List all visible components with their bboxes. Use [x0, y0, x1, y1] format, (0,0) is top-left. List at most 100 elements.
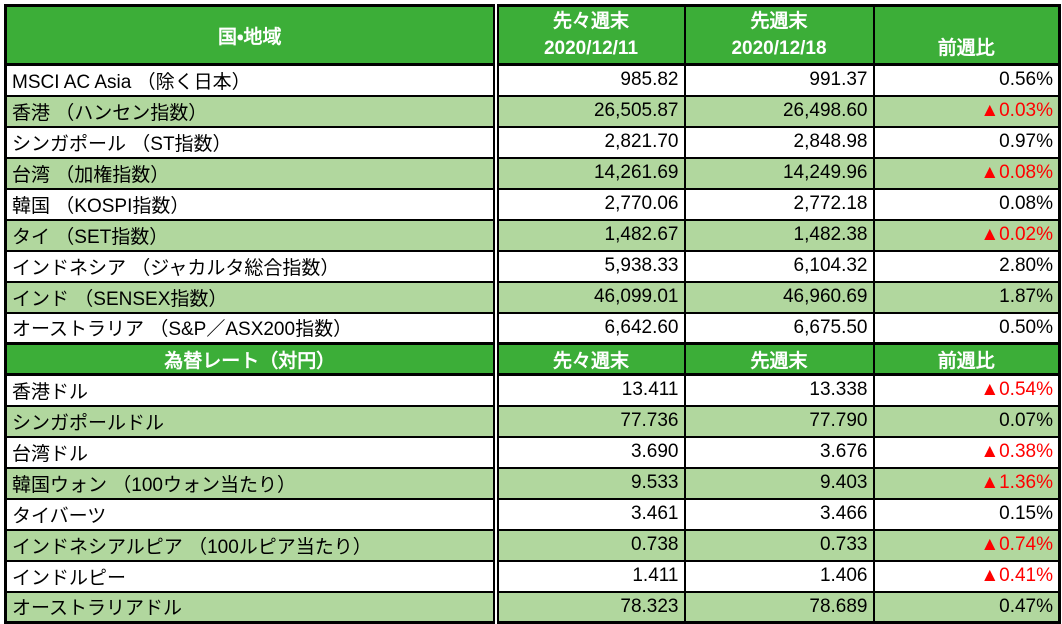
prev-week-value: 26,498.60 [683, 94, 875, 128]
wow-change-header: 前週比 [872, 4, 1061, 66]
prev2-week-value: 985.82 [492, 63, 686, 97]
wow-change-value: 1.87% [872, 280, 1061, 314]
table-row: 香港 （ハンセン指数） 26,505.87 26,498.60 ▲0.03% [4, 94, 1061, 128]
prev2-week-value: 0.738 [492, 528, 686, 562]
prev2-week-value: 5,938.33 [492, 249, 686, 283]
row-label: インドネシアルピア （100ルピア当たり） [4, 528, 497, 562]
prev2-week-value: 1.411 [492, 559, 686, 593]
prev2-week-value: 46,099.01 [492, 280, 686, 314]
prev2-week-value: 1,482.67 [492, 218, 686, 252]
table-row: インドネシアルピア （100ルピア当たり） 0.738 0.733 ▲0.74% [4, 528, 1061, 562]
country-region-header: 国・地域 [4, 4, 497, 66]
prev2-week-value: 78.323 [492, 590, 686, 624]
table-row: シンガポールドル 77.736 77.790 0.07% [4, 404, 1061, 438]
wow-change-value: ▲0.03% [872, 94, 1061, 128]
prev2-week-value: 3.461 [492, 497, 686, 531]
table-row: インド （SENSEX指数） 46,099.01 46,960.69 1.87% [4, 280, 1061, 314]
row-label: 台湾 （加権指数） [4, 156, 497, 190]
wow-change-value: 0.07% [872, 404, 1061, 438]
prev2-week-value: 6,642.60 [492, 311, 686, 345]
prev-week-value: 3.466 [683, 497, 875, 531]
wow-change-value: ▲0.02% [872, 218, 1061, 252]
wow-change-value: ▲0.41% [872, 559, 1061, 593]
table-row: オーストラリア （S&P／ASX200指数） 6,642.60 6,675.50… [4, 311, 1061, 345]
prev2-week-value: 3.690 [492, 435, 686, 469]
prev2-week-label: 先々週末 [552, 11, 629, 32]
prev-week-date: 2020/12/18 [731, 38, 827, 59]
row-label: タイバーツ [4, 497, 497, 531]
index-section-header-row: 国・地域 先々週末 2020/12/11 先週末 2020/12/18 前週比 [4, 4, 1061, 66]
prev2-week-value: 26,505.87 [492, 94, 686, 128]
fx-prev-week-header: 先週末 [683, 342, 875, 376]
fx-prev2-week-header: 先々週末 [492, 342, 686, 376]
prev2-week-value: 2,770.06 [492, 187, 686, 221]
row-label: 韓国 （KOSPI指数） [4, 187, 497, 221]
table-row: オーストラリアドル 78.323 78.689 0.47% [4, 590, 1061, 624]
wow-change-value: 0.08% [872, 187, 1061, 221]
table-row: シンガポール （ST指数） 2,821.70 2,848.98 0.97% [4, 125, 1061, 159]
fx-wow-change-header: 前週比 [872, 342, 1061, 376]
prev2-week-value: 9.533 [492, 466, 686, 500]
wow-change-value: 0.47% [872, 590, 1061, 624]
fx-section-header-row: 為替レート（対円） 先々週末 先週末 前週比 [4, 342, 1061, 376]
row-label: インド （SENSEX指数） [4, 280, 497, 314]
row-label: シンガポール （ST指数） [4, 125, 497, 159]
row-label: MSCI AC Asia （除く日本） [4, 63, 497, 97]
prev-week-value: 0.733 [683, 528, 875, 562]
wow-change-value: ▲0.74% [872, 528, 1061, 562]
row-label: 台湾ドル [4, 435, 497, 469]
prev-week-value: 78.689 [683, 590, 875, 624]
prev2-week-date: 2020/12/11 [543, 38, 639, 59]
wow-change-value: ▲1.36% [872, 466, 1061, 500]
wow-change-value: 0.50% [872, 311, 1061, 345]
wow-change-value: ▲0.08% [872, 156, 1061, 190]
wow-change-value: 0.15% [872, 497, 1061, 531]
prev-week-header: 先週末 2020/12/18 [683, 4, 875, 66]
prev-week-value: 1.406 [683, 559, 875, 593]
prev-week-value: 13.338 [683, 373, 875, 407]
fx-rate-header: 為替レート（対円） [4, 342, 497, 376]
prev-week-value: 2,848.98 [683, 125, 875, 159]
prev-week-value: 991.37 [683, 63, 875, 97]
table-row: 韓国ウォン （100ウォン当たり） 9.533 9.403 ▲1.36% [4, 466, 1061, 500]
row-label: 韓国ウォン （100ウォン当たり） [4, 466, 497, 500]
row-label: 香港ドル [4, 373, 497, 407]
prev-week-value: 2,772.18 [683, 187, 875, 221]
wow-change-value: ▲0.54% [872, 373, 1061, 407]
row-label: インドルピー [4, 559, 497, 593]
wow-change-value: ▲0.38% [872, 435, 1061, 469]
row-label: タイ （SET指数） [4, 218, 497, 252]
table-row: タイ （SET指数） 1,482.67 1,482.38 ▲0.02% [4, 218, 1061, 252]
row-label: オーストラリアドル [4, 590, 497, 624]
prev-week-value: 77.790 [683, 404, 875, 438]
prev-week-label: 先週末 [750, 11, 808, 32]
prev-week-value: 46,960.69 [683, 280, 875, 314]
prev2-week-value: 77.736 [492, 404, 686, 438]
wow-change-value: 0.97% [872, 125, 1061, 159]
table-row: MSCI AC Asia （除く日本） 985.82 991.37 0.56% [4, 63, 1061, 97]
asia-markets-table: 国・地域 先々週末 2020/12/11 先週末 2020/12/18 前週比 [4, 4, 1061, 624]
table-row: インドルピー 1.411 1.406 ▲0.41% [4, 559, 1061, 593]
prev-week-value: 14,249.96 [683, 156, 875, 190]
prev2-week-value: 2,821.70 [492, 125, 686, 159]
row-label: オーストラリア （S&P／ASX200指数） [4, 311, 497, 345]
wow-change-value: 2.80% [872, 249, 1061, 283]
wow-change-label: 前週比 [937, 38, 995, 59]
prev-week-value: 6,104.32 [683, 249, 875, 283]
row-label: シンガポールドル [4, 404, 497, 438]
table-row: インドネシア （ジャカルタ総合指数） 5,938.33 6,104.32 2.8… [4, 249, 1061, 283]
prev2-week-header: 先々週末 2020/12/11 [492, 4, 686, 66]
row-label: 香港 （ハンセン指数） [4, 94, 497, 128]
prev-week-value: 6,675.50 [683, 311, 875, 345]
table-row: 韓国 （KOSPI指数） 2,770.06 2,772.18 0.08% [4, 187, 1061, 221]
row-label: インドネシア （ジャカルタ総合指数） [4, 249, 497, 283]
table-row: 台湾 （加権指数） 14,261.69 14,249.96 ▲0.08% [4, 156, 1061, 190]
prev2-week-value: 13.411 [492, 373, 686, 407]
table-row: タイバーツ 3.461 3.466 0.15% [4, 497, 1061, 531]
prev2-week-value: 14,261.69 [492, 156, 686, 190]
prev-week-value: 3.676 [683, 435, 875, 469]
table-row: 台湾ドル 3.690 3.676 ▲0.38% [4, 435, 1061, 469]
prev-week-value: 1,482.38 [683, 218, 875, 252]
wow-change-value: 0.56% [872, 63, 1061, 97]
